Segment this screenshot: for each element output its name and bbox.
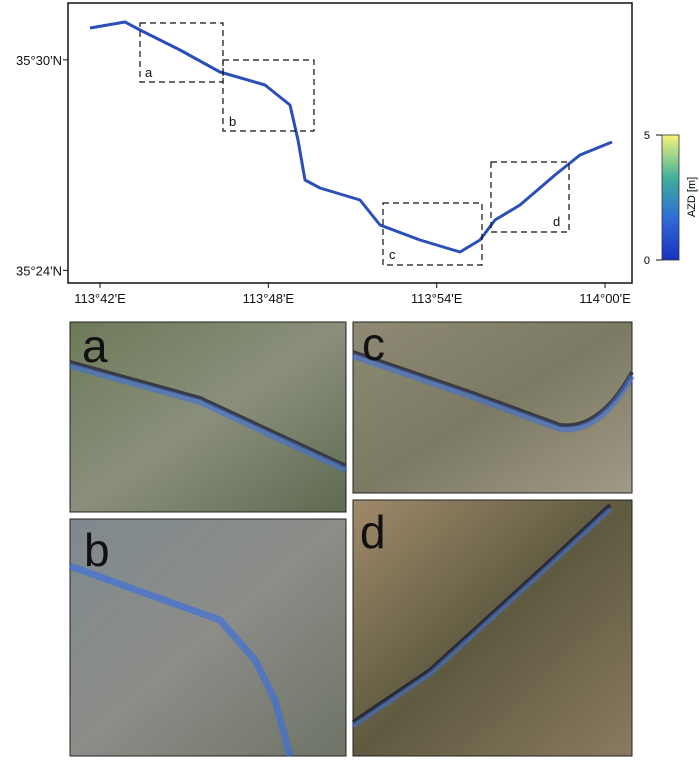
box-b bbox=[222, 59, 315, 132]
x-tick-label: 114°00'E bbox=[579, 291, 631, 306]
box-d bbox=[490, 161, 570, 233]
overview-map: a b c d 113°42'E 113°48'E 113°54'E 114°00'E… bbox=[16, 2, 633, 306]
canal bbox=[351, 503, 612, 724]
x-tick-label: 113°42'E bbox=[74, 291, 126, 306]
canal bbox=[69, 360, 347, 468]
panel-b: b bbox=[68, 518, 347, 757]
canal-track bbox=[89, 20, 613, 254]
panel-label: c bbox=[362, 318, 385, 370]
box-label: c bbox=[389, 247, 396, 262]
box-label: b bbox=[229, 114, 236, 129]
map-frame bbox=[67, 2, 633, 284]
colorbar-tick-label: 5 bbox=[644, 130, 650, 142]
colorbar-label: AZD [m] bbox=[686, 177, 698, 217]
x-tick-label: 113°48'E bbox=[243, 291, 295, 306]
deformation-points bbox=[352, 353, 635, 433]
satellite-image bbox=[352, 499, 633, 757]
panel-c: c bbox=[352, 318, 635, 494]
colorbar bbox=[661, 134, 680, 261]
box-a bbox=[139, 22, 224, 83]
satellite-image bbox=[69, 321, 347, 513]
deformation-points bbox=[351, 507, 612, 729]
panel-label: d bbox=[360, 506, 386, 558]
y-tick-label: 35°24'N bbox=[16, 263, 62, 278]
y-tick-label: 35°30'N bbox=[16, 53, 62, 68]
x-tick-label: 113°54'E bbox=[411, 291, 463, 306]
panel-label: a bbox=[82, 320, 108, 372]
colorbar-tick-label: 0 bbox=[644, 255, 650, 267]
box-label: d bbox=[553, 214, 560, 229]
satellite-image bbox=[352, 321, 633, 494]
panel-d: d bbox=[351, 499, 633, 757]
deformation-points bbox=[68, 562, 294, 757]
box-c bbox=[382, 202, 483, 266]
satellite-image bbox=[69, 518, 347, 757]
deformation-points bbox=[69, 363, 348, 473]
box-label: a bbox=[145, 65, 153, 80]
panel-a: a bbox=[69, 320, 348, 513]
panel-label: b bbox=[84, 524, 110, 576]
